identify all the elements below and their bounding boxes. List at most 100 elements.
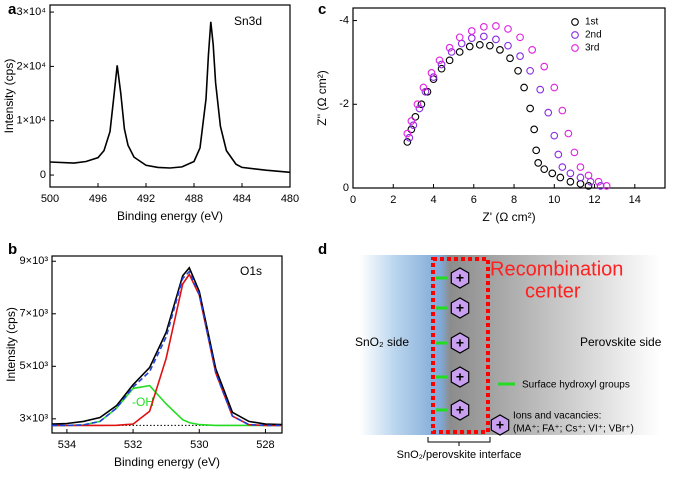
side-label: SnO₂ side <box>355 335 409 349</box>
data-point <box>409 121 418 130</box>
data-point <box>594 177 603 186</box>
plot-frame <box>51 255 283 434</box>
x-axis-label: Binding energy (eV) <box>117 209 223 223</box>
x-tick-label: 496 <box>89 193 107 205</box>
data-line <box>52 384 282 427</box>
data-point <box>540 165 549 174</box>
data-point <box>492 22 500 30</box>
y-tick-label: -2 <box>339 98 349 110</box>
y-tick-label: 3×10⁴ <box>16 6 46 18</box>
data-point <box>530 125 539 134</box>
data-point <box>419 83 428 92</box>
legend-text: Surface hydroxyl groups <box>522 380 630 391</box>
x-tick-label: 4 <box>430 194 436 206</box>
data-point <box>576 173 585 182</box>
data-point <box>455 33 464 42</box>
ion-charge: + <box>456 270 464 286</box>
data-point <box>413 100 422 109</box>
ion-charge: + <box>456 402 464 418</box>
data-point <box>504 25 512 33</box>
ion-icons: + + + + + + <box>450 267 510 436</box>
annotation: Sn3d <box>234 14 262 28</box>
data-point <box>584 182 593 190</box>
data-point <box>566 177 575 186</box>
data-point <box>570 148 579 157</box>
data-point <box>445 56 454 65</box>
data-point <box>504 41 512 50</box>
legend-label: 3rd <box>585 43 599 54</box>
data-point <box>564 129 573 138</box>
data-point <box>532 146 541 155</box>
x-tick-label: 534 <box>58 439 76 451</box>
ion-charge: + <box>496 417 504 433</box>
data-point <box>576 179 585 188</box>
data-line <box>49 21 291 174</box>
data-point <box>407 117 416 125</box>
data-point <box>576 163 585 171</box>
ion-charge: + <box>456 300 464 316</box>
y-tick-label: 0 <box>40 169 46 181</box>
ion-charge: + <box>456 369 464 385</box>
ion-hexagon <box>490 414 510 436</box>
data-point <box>479 22 488 31</box>
data-point <box>435 56 444 65</box>
data-point <box>602 182 611 190</box>
data-line <box>52 270 282 427</box>
data-point <box>457 39 466 48</box>
data-point <box>427 69 436 77</box>
data-point <box>437 64 446 73</box>
data-point <box>411 112 420 121</box>
data-point <box>528 46 536 54</box>
data-point <box>516 52 524 60</box>
data-point <box>467 34 476 42</box>
data-point <box>403 129 412 138</box>
ion-hexagon <box>450 366 470 388</box>
data-point <box>506 54 514 63</box>
x-axis-label: Binding energy (eV) <box>114 455 220 469</box>
ion-hexagon <box>450 332 470 354</box>
data-point <box>423 87 432 96</box>
recombination-box <box>431 257 490 434</box>
data-point <box>526 66 534 75</box>
y-axis-label: Z'' (Ω cm²) <box>315 70 329 126</box>
callout: center <box>525 280 581 302</box>
data-point <box>550 131 559 140</box>
data-point <box>405 133 414 142</box>
panel-label: a <box>8 1 17 18</box>
x-tick-label: 10 <box>548 194 560 206</box>
x-tick-label: 6 <box>471 194 477 206</box>
data-point <box>516 33 524 42</box>
callout: Recombination <box>490 258 623 280</box>
data-point <box>584 171 593 180</box>
data-point <box>479 32 488 41</box>
data-point <box>467 27 476 35</box>
x-tick-label: 492 <box>137 193 155 205</box>
y-axis-label: Intensity (cps) <box>4 307 18 382</box>
data-point <box>548 169 557 178</box>
legend-label: 2nd <box>585 30 602 41</box>
plot-frame <box>49 4 291 188</box>
x-tick-label: 12 <box>588 194 600 206</box>
data-point <box>465 42 474 51</box>
data-point <box>486 41 494 50</box>
data-point <box>554 150 563 159</box>
data-point <box>558 163 567 171</box>
data-point <box>534 159 543 167</box>
plot-frame <box>352 7 666 189</box>
data-point <box>492 35 500 44</box>
data-point <box>550 83 559 92</box>
legend-text: (MA⁺; FA⁺; Cs⁺; VI⁺; VBr⁺) <box>513 424 634 435</box>
data-line <box>52 272 282 427</box>
interface-label: SnO₂/perovskite interface <box>397 449 522 461</box>
x-tick-label: 532 <box>124 439 142 451</box>
data-point <box>558 106 567 115</box>
data-point <box>566 169 575 178</box>
x-tick-label: 500 <box>41 193 59 205</box>
y-tick-label: 3×10³ <box>20 413 49 425</box>
data-point <box>403 138 412 146</box>
x-tick-label: 488 <box>185 193 203 205</box>
data-point <box>429 73 438 81</box>
data-point <box>447 48 456 56</box>
data-point <box>596 182 605 190</box>
